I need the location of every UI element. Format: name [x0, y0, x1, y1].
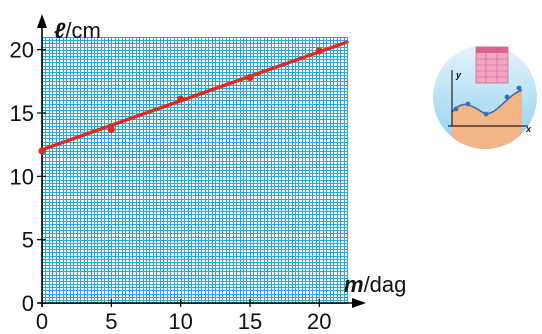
x-axis-arrow [352, 298, 366, 308]
icon-y-letter: y [455, 70, 462, 80]
fit-line [40, 40, 349, 152]
y-tick-label: 10 [10, 164, 34, 189]
axes [37, 14, 366, 308]
ticks [37, 49, 320, 307]
y-tick-label: 5 [22, 228, 34, 253]
grid [42, 37, 348, 304]
icon-sheet-header [476, 47, 508, 53]
data-points [38, 47, 323, 155]
data-point [315, 47, 323, 55]
data-point [177, 95, 185, 103]
fit-line-group [40, 40, 349, 152]
x-tick-label: 0 [36, 309, 48, 334]
x-tick-label: 10 [168, 309, 192, 334]
x-axis-unit: /dag [364, 272, 407, 297]
icon-area-fill [452, 90, 522, 149]
x-tick-label: 5 [105, 309, 117, 334]
y-axis-symbol: ℓ [54, 18, 66, 43]
x-tick-label: 20 [307, 309, 331, 334]
x-axis-label: m/dag [344, 272, 406, 297]
y-tick-label: 15 [10, 101, 34, 126]
spreadsheet-graph-icon: y x [433, 45, 537, 149]
y-tick-label: 20 [10, 38, 34, 63]
icon-point [465, 101, 471, 107]
icon-point [516, 85, 522, 91]
y-axis-arrow [37, 14, 47, 28]
x-tick-label: 15 [238, 309, 262, 334]
icon-point [483, 111, 489, 117]
icon-x-letter: x [525, 124, 532, 134]
data-point [107, 125, 115, 134]
icon-point [504, 94, 510, 100]
y-tick-label: 0 [22, 291, 34, 316]
data-point [38, 147, 46, 155]
data-point [246, 73, 254, 82]
y-axis-unit: /cm [65, 18, 100, 43]
icon-point [453, 106, 459, 112]
x-axis-symbol: m [344, 272, 364, 297]
tick-labels: 0 5 10 15 20 0 5 10 15 20 [10, 38, 332, 334]
y-axis-label: ℓ/cm [54, 18, 101, 43]
